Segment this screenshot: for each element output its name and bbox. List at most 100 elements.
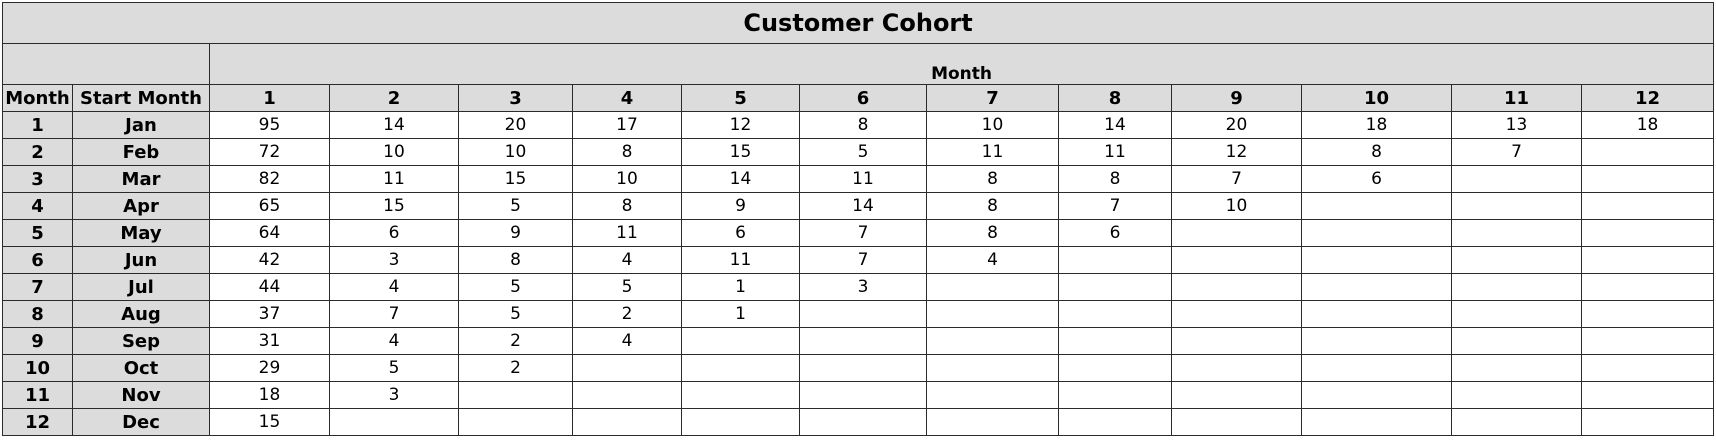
row-start-month: Mar xyxy=(72,165,210,193)
cohort-cell: 37 xyxy=(209,300,330,328)
cohort-cell: 72 xyxy=(209,138,330,166)
cohort-cell: 31 xyxy=(209,327,330,355)
row-start-month: May xyxy=(72,219,210,247)
table-row: 11 Nov 18 3 xyxy=(2,381,1715,409)
cohort-cell: 10 xyxy=(1171,192,1302,220)
cohort-cell xyxy=(1580,165,1715,193)
cohort-cell xyxy=(1580,300,1715,328)
cohort-cell: 11 xyxy=(572,219,682,247)
cohort-cell xyxy=(1301,300,1452,328)
cohort-cell xyxy=(1580,138,1715,166)
cohort-cell: 7 xyxy=(799,246,927,274)
cohort-cell xyxy=(1171,381,1302,409)
cohort-cell: 7 xyxy=(329,300,459,328)
cohort-cell: 18 xyxy=(1580,111,1715,139)
group-header-row: Month xyxy=(2,43,1715,85)
cohort-cell xyxy=(329,408,459,436)
cohort-cell: 7 xyxy=(1058,192,1172,220)
period-header-1: 1 xyxy=(209,84,330,112)
cohort-cell: 6 xyxy=(1058,219,1172,247)
row-start-month: Apr xyxy=(72,192,210,220)
cohort-cell: 95 xyxy=(209,111,330,139)
cohort-cell: 17 xyxy=(572,111,682,139)
row-month-index: 3 xyxy=(2,165,73,193)
cohort-cell: 7 xyxy=(1171,165,1302,193)
table-row: 3 Mar 82 11 15 10 14 11 8 8 7 6 xyxy=(2,165,1715,193)
table-title: Customer Cohort xyxy=(1,2,1715,44)
cohort-cell xyxy=(1301,354,1452,382)
row-start-month: Jun xyxy=(72,246,210,274)
cohort-cell xyxy=(1301,381,1452,409)
row-month-index: 2 xyxy=(2,138,73,166)
cohort-body: 1 Jan 95 14 20 17 12 8 10 14 20 18 13 18 2 Feb 72 10 10 8 15… xyxy=(2,111,1715,436)
cohort-cell xyxy=(1451,246,1582,274)
cohort-cell: 15 xyxy=(209,408,330,436)
cohort-cell: 8 xyxy=(799,111,927,139)
cohort-cell xyxy=(572,354,682,382)
cohort-cell: 5 xyxy=(572,273,682,301)
cohort-cell: 8 xyxy=(926,165,1059,193)
cohort-cell xyxy=(1058,273,1172,301)
cohort-cell: 65 xyxy=(209,192,330,220)
period-header-2: 2 xyxy=(329,84,459,112)
title-row: Customer Cohort xyxy=(1,2,1715,44)
cohort-cell: 12 xyxy=(1171,138,1302,166)
cohort-cell: 4 xyxy=(329,273,459,301)
cohort-cell: 11 xyxy=(329,165,459,193)
table-row: 9 Sep 31 4 2 4 xyxy=(2,327,1715,355)
cohort-cell xyxy=(926,300,1059,328)
cohort-cell: 18 xyxy=(1301,111,1452,139)
cohort-cell xyxy=(799,381,927,409)
row-month-index: 5 xyxy=(2,219,73,247)
cohort-cell: 14 xyxy=(1058,111,1172,139)
cohort-cell xyxy=(799,408,927,436)
cohort-cell: 14 xyxy=(681,165,800,193)
cohort-cell xyxy=(799,327,927,355)
cohort-cell xyxy=(572,381,682,409)
cohort-cell xyxy=(1058,246,1172,274)
cohort-cell: 44 xyxy=(209,273,330,301)
cohort-cell: 6 xyxy=(681,219,800,247)
cohort-cell: 5 xyxy=(458,192,573,220)
cohort-cell xyxy=(1301,408,1452,436)
cohort-cell xyxy=(1171,354,1302,382)
cohort-cell xyxy=(681,354,800,382)
period-header-11: 11 xyxy=(1451,84,1582,112)
cohort-cell xyxy=(926,381,1059,409)
cohort-cell xyxy=(1451,219,1582,247)
cohort-cell: 8 xyxy=(1301,138,1452,166)
table-row: 12 Dec 15 xyxy=(2,408,1715,436)
cohort-cell xyxy=(926,354,1059,382)
cohort-cell: 20 xyxy=(458,111,573,139)
row-start-month: Feb xyxy=(72,138,210,166)
cohort-table: Customer Cohort Month Month Start Month … xyxy=(1,2,1715,436)
row-month-index: 6 xyxy=(2,246,73,274)
cohort-cell xyxy=(1058,327,1172,355)
cohort-cell xyxy=(1301,192,1452,220)
table-row: 10 Oct 29 5 2 xyxy=(2,354,1715,382)
cohort-cell: 11 xyxy=(1058,138,1172,166)
cohort-cell xyxy=(799,300,927,328)
cohort-cell xyxy=(1451,192,1582,220)
cohort-cell xyxy=(1058,408,1172,436)
cohort-cell: 8 xyxy=(1058,165,1172,193)
cohort-cell xyxy=(926,327,1059,355)
cohort-cell: 8 xyxy=(458,246,573,274)
row-start-month: Sep xyxy=(72,327,210,355)
column-header-row: Month Start Month 1 2 3 4 5 6 7 8 9 10 11 12 xyxy=(2,84,1715,112)
period-header-8: 8 xyxy=(1058,84,1172,112)
table-row: 4 Apr 65 15 5 8 9 14 8 7 10 xyxy=(2,192,1715,220)
cohort-cell: 8 xyxy=(572,138,682,166)
row-month-index: 11 xyxy=(2,381,73,409)
cohort-cell xyxy=(1580,381,1715,409)
cohort-cell xyxy=(458,381,573,409)
cohort-cell xyxy=(458,408,573,436)
cohort-cell: 11 xyxy=(799,165,927,193)
cohort-cell xyxy=(1171,408,1302,436)
blank-header-cell xyxy=(2,43,210,85)
row-start-month: Dec xyxy=(72,408,210,436)
cohort-cell: 15 xyxy=(329,192,459,220)
period-header-5: 5 xyxy=(681,84,800,112)
row-start-month: Oct xyxy=(72,354,210,382)
cohort-cell: 12 xyxy=(681,111,800,139)
